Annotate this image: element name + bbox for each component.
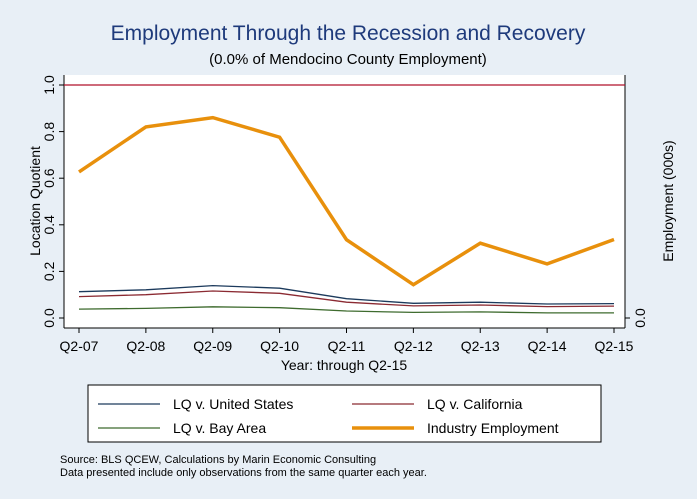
- source-note: Source: BLS QCEW, Calculations by Marin …: [60, 454, 376, 466]
- y-tick-label: 0.6: [41, 168, 57, 188]
- series-lines: [78, 115, 615, 314]
- x-axis-title: Year: through Q2-15: [281, 357, 408, 373]
- plot-area: [64, 75, 625, 328]
- right-axis-ticks: 0.0: [625, 308, 648, 328]
- x-tick-label: Q2-12: [394, 338, 433, 354]
- x-tick-label: Q2-10: [260, 338, 299, 354]
- legend-box: [87, 384, 602, 443]
- right-axis-title: Employment (000s): [660, 140, 676, 261]
- x-tick-label: Q2-11: [328, 338, 366, 354]
- series-line-industry-employment: [78, 115, 615, 287]
- y-tick-label: 1.0: [41, 75, 57, 95]
- y-axis-title: Location Quotient: [27, 146, 43, 256]
- data-note: Data presented include only observations…: [60, 467, 427, 479]
- chart-title: Employment Through the Recession and Rec…: [111, 22, 586, 45]
- legend-label: LQ v. Bay Area: [173, 420, 266, 436]
- y-tick-label: 0.0: [41, 308, 57, 328]
- x-tick-label: Q2-15: [595, 338, 634, 354]
- series-line-lq-v-united-states: [78, 284, 615, 305]
- legend: LQ v. United States LQ v. California LQ v.…: [98, 396, 559, 436]
- y-tick-label: 0.2: [41, 261, 57, 281]
- y-tick-label: 0.8: [41, 122, 57, 142]
- legend-label: Industry Employment: [427, 420, 559, 436]
- x-tick-label: Q2-14: [528, 338, 567, 354]
- legend-label: LQ v. California: [427, 396, 523, 412]
- x-tick-label: Q2-09: [193, 338, 232, 354]
- x-tick-label: Q2-07: [60, 338, 99, 354]
- y-tick-label: 0.4: [41, 215, 57, 235]
- chart-subtitle: (0.0% of Mendocino County Employment): [209, 51, 487, 68]
- series-line-lq-v-bay-area: [78, 306, 614, 314]
- y-axis-ticks: 0.0 0.2 0.4 0.6 0.8 1.0: [41, 75, 64, 328]
- x-tick-label: Q2-08: [126, 338, 165, 354]
- legend-label: LQ v. United States: [173, 396, 293, 412]
- series-line-lq-v-california: [78, 290, 615, 308]
- right-tick-label: 0.0: [632, 308, 648, 328]
- x-axis-ticks: Q2-07 Q2-08 Q2-09 Q2-10 Q2-11 Q2-12 Q2-13 Q2-14…: [60, 328, 634, 354]
- x-tick-label: Q2-13: [461, 338, 500, 354]
